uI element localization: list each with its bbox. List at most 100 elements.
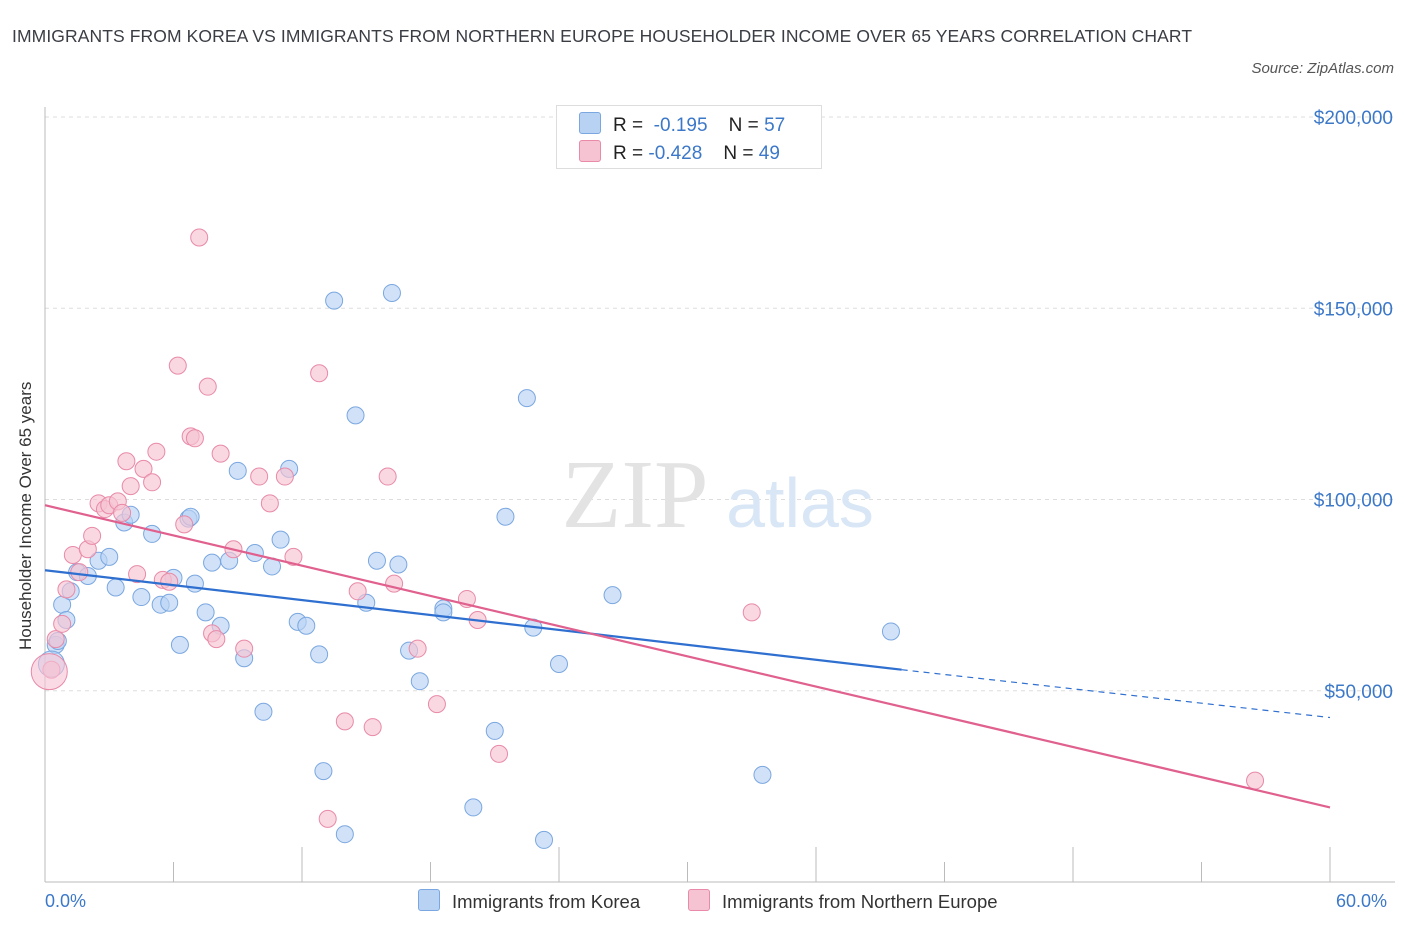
data-point-korea — [389, 555, 408, 574]
data-point-korea — [753, 765, 772, 784]
data-point-neurope — [134, 459, 153, 478]
data-point-korea — [517, 389, 536, 408]
data-point-neurope — [235, 639, 254, 658]
data-point-neurope — [318, 809, 337, 828]
legend-neurope-r-label: R = — [613, 143, 644, 164]
legend-item-korea[interactable]: Immigrants from Korea — [418, 889, 640, 913]
y-tick-label: $150,000 — [1314, 299, 1393, 320]
data-point-neurope — [57, 580, 76, 599]
data-point-korea — [196, 603, 215, 622]
data-point-korea — [550, 654, 568, 673]
data-point-neurope — [143, 473, 162, 492]
legend-neurope-n-label: N = — [723, 143, 754, 164]
data-point-korea — [335, 825, 354, 844]
data-point-neurope — [185, 429, 204, 448]
data-point-neurope — [250, 467, 269, 486]
data-point-korea — [297, 616, 316, 635]
data-point-neurope — [260, 494, 279, 513]
data-point-korea — [254, 702, 273, 721]
data-point-korea — [346, 406, 365, 425]
data-point-korea — [160, 593, 179, 612]
legend-korea-n-value: 57 — [764, 115, 786, 136]
data-point-neurope — [1246, 771, 1265, 790]
data-point-korea — [382, 283, 401, 302]
y-tick-label: $100,000 — [1314, 491, 1393, 512]
gridlines — [45, 116, 1395, 692]
data-point-neurope — [275, 467, 294, 486]
legend-bottom: Immigrants from Korea Immigrants from No… — [0, 889, 1406, 915]
legend-korea-r-label: R = — [613, 115, 644, 136]
trend-line-neurope — [44, 504, 1331, 809]
data-point-neurope — [168, 356, 187, 375]
y-tick-labels: $50,000 $100,000 $150,000 $200,000 — [1314, 108, 1393, 703]
data-point-korea — [100, 547, 119, 566]
data-point-neurope — [284, 547, 303, 566]
data-point-korea — [185, 574, 204, 593]
legend-korea-n-label: N = — [728, 115, 759, 136]
y-tick-label: $50,000 — [1324, 682, 1393, 703]
data-point-neurope — [53, 614, 72, 633]
data-point-korea — [325, 291, 344, 310]
data-point-neurope — [147, 442, 166, 461]
axes — [44, 107, 1395, 883]
data-point-neurope — [742, 603, 761, 622]
data-point-korea — [535, 830, 554, 849]
legend-swatch-korea — [579, 112, 601, 134]
legend-stats: R = -0.195 N = 57 R = -0.428 N = 49 — [556, 105, 822, 169]
trend-line-korea — [44, 569, 902, 671]
legend-item-neurope[interactable]: Immigrants from Northern Europe — [688, 889, 998, 913]
data-point-korea — [881, 622, 900, 641]
legend-bottom-label-neurope: Immigrants from Northern Europe — [722, 891, 998, 912]
data-point-neurope-large — [30, 653, 68, 691]
legend-bottom-swatch-korea — [418, 889, 440, 911]
trend-lines — [44, 504, 1331, 809]
y-axis-label: Householder Income Over 65 years — [16, 381, 35, 650]
data-point-neurope — [427, 695, 446, 714]
y-tick-label: $200,000 — [1314, 108, 1393, 129]
data-point-korea — [410, 672, 429, 691]
data-point-korea — [170, 635, 189, 654]
data-point-korea — [132, 588, 151, 607]
x-tick-label-min: 0.0% — [45, 891, 87, 911]
data-point-neurope — [70, 563, 89, 582]
data-point-neurope — [117, 452, 136, 471]
chart-source: Source: ZipAtlas.com — [1251, 60, 1394, 77]
data-point-neurope — [128, 565, 147, 584]
data-point-neurope — [175, 515, 194, 534]
data-point-neurope — [378, 467, 397, 486]
legend-row-neurope: R = -0.428 N = 49 — [579, 140, 780, 164]
trend-line-korea-extension — [901, 669, 1331, 719]
data-point-neurope — [121, 477, 140, 496]
data-point-korea — [314, 762, 333, 781]
data-point-korea — [367, 551, 386, 570]
legend-neurope-n-value: 49 — [758, 143, 780, 164]
data-point-neurope — [190, 228, 209, 247]
watermark-atlas: atlas — [726, 464, 874, 542]
data-point-korea — [464, 798, 483, 817]
data-point-korea — [485, 721, 504, 740]
data-point-korea — [271, 530, 290, 549]
legend-neurope-r-value: -0.428 — [648, 143, 703, 164]
data-point-neurope — [207, 630, 226, 649]
data-point-neurope — [198, 377, 217, 396]
data-point-neurope — [348, 582, 367, 601]
series-neurope-points — [30, 228, 1265, 828]
data-point-korea — [603, 586, 622, 605]
data-point-neurope — [83, 526, 102, 545]
data-point-korea — [496, 507, 515, 526]
data-point-neurope — [46, 630, 65, 649]
series-korea-points — [37, 283, 900, 849]
data-point-neurope — [160, 572, 179, 591]
data-point-neurope — [408, 639, 427, 658]
data-point-neurope — [63, 545, 82, 564]
watermark-zip: ZIP — [562, 441, 709, 549]
data-point-neurope — [113, 503, 132, 522]
data-point-neurope — [211, 444, 230, 463]
legend-row-korea: R = -0.195 N = 57 — [579, 112, 785, 136]
data-point-korea — [310, 645, 329, 664]
data-point-korea — [203, 553, 222, 572]
data-point-neurope — [335, 712, 354, 731]
data-point-neurope — [310, 364, 329, 383]
x-tick-label-max: 60.0% — [1336, 891, 1388, 911]
